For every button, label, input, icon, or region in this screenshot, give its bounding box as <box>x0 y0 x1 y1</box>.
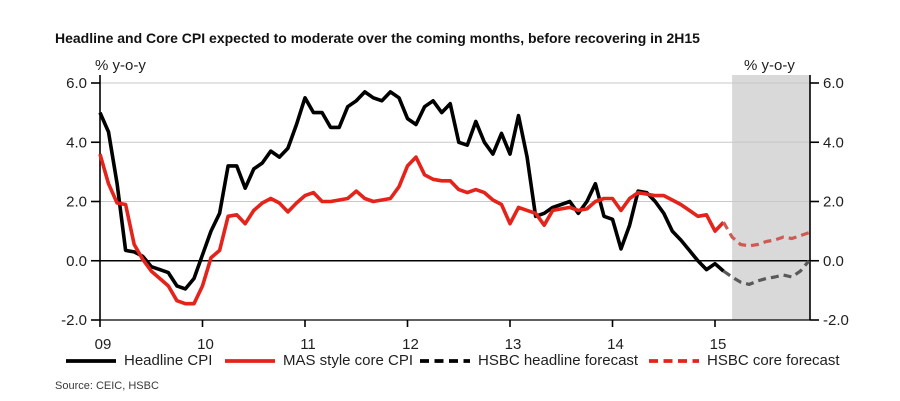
x-tick-label: 13 <box>505 336 522 353</box>
y-tick-label-left: 2.0 <box>66 194 87 211</box>
series-hsbc-core-forecast-path <box>722 221 810 248</box>
source-note: Source: CEIC, HSBC <box>55 380 159 392</box>
series-hsbc-headline-forecast-path <box>722 259 811 286</box>
y-tick-label-right: -2.0 <box>823 312 849 329</box>
legend-label-hsbc-core-forecast: HSBC core forecast <box>707 352 840 369</box>
legend-label-hsbc-headline-forecast: HSBC headline forecast <box>478 352 639 369</box>
y-axis-unit-label-left: % y-o-y <box>95 57 146 74</box>
legend-label-mas-core-cpi: MAS style core CPI <box>283 352 414 369</box>
x-tick-label: 10 <box>197 336 214 353</box>
y-axis-unit-label-right: % y-o-y <box>744 57 795 74</box>
legend-label-headline-cpi: Headline CPI <box>124 352 213 369</box>
y-tick-label-right: 0.0 <box>823 253 844 270</box>
headline-cpi-line-sample <box>66 358 116 363</box>
hsbc-headline-forecast-line-sample <box>420 358 470 363</box>
y-tick-label-left: 4.0 <box>66 134 87 151</box>
legend-item-hsbc-core-forecast: HSBC core forecast <box>648 352 840 369</box>
y-tick-label-right: 2.0 <box>823 194 844 211</box>
y-tick-label-right: 4.0 <box>823 134 844 151</box>
forecast-shaded-region <box>732 75 810 320</box>
y-tick-label-left: 6.0 <box>66 75 87 92</box>
x-tick-label: 15 <box>710 336 727 353</box>
hsbc-core-forecast-line-sample <box>649 358 699 363</box>
legend-item-mas-core-cpi: MAS style core CPI <box>224 352 413 369</box>
x-tick-label: 14 <box>607 336 624 353</box>
x-tick-label: 12 <box>402 336 419 353</box>
y-tick-label-left: -2.0 <box>61 312 87 329</box>
legend-item-headline-cpi: Headline CPI <box>65 352 212 369</box>
y-tick-label-left: 0.0 <box>66 253 87 270</box>
mas-core-cpi-line-sample <box>225 358 275 363</box>
chart-title: Headline and Core CPI expected to modera… <box>55 30 700 46</box>
x-tick-label: 09 <box>95 336 112 353</box>
legend-item-hsbc-headline-forecast: HSBC headline forecast <box>419 352 638 369</box>
series-mas-core-cpi-path <box>98 153 725 306</box>
series-headline-cpi-path <box>98 90 725 291</box>
y-tick-label-right: 6.0 <box>823 75 844 92</box>
x-tick-label: 11 <box>300 336 316 353</box>
